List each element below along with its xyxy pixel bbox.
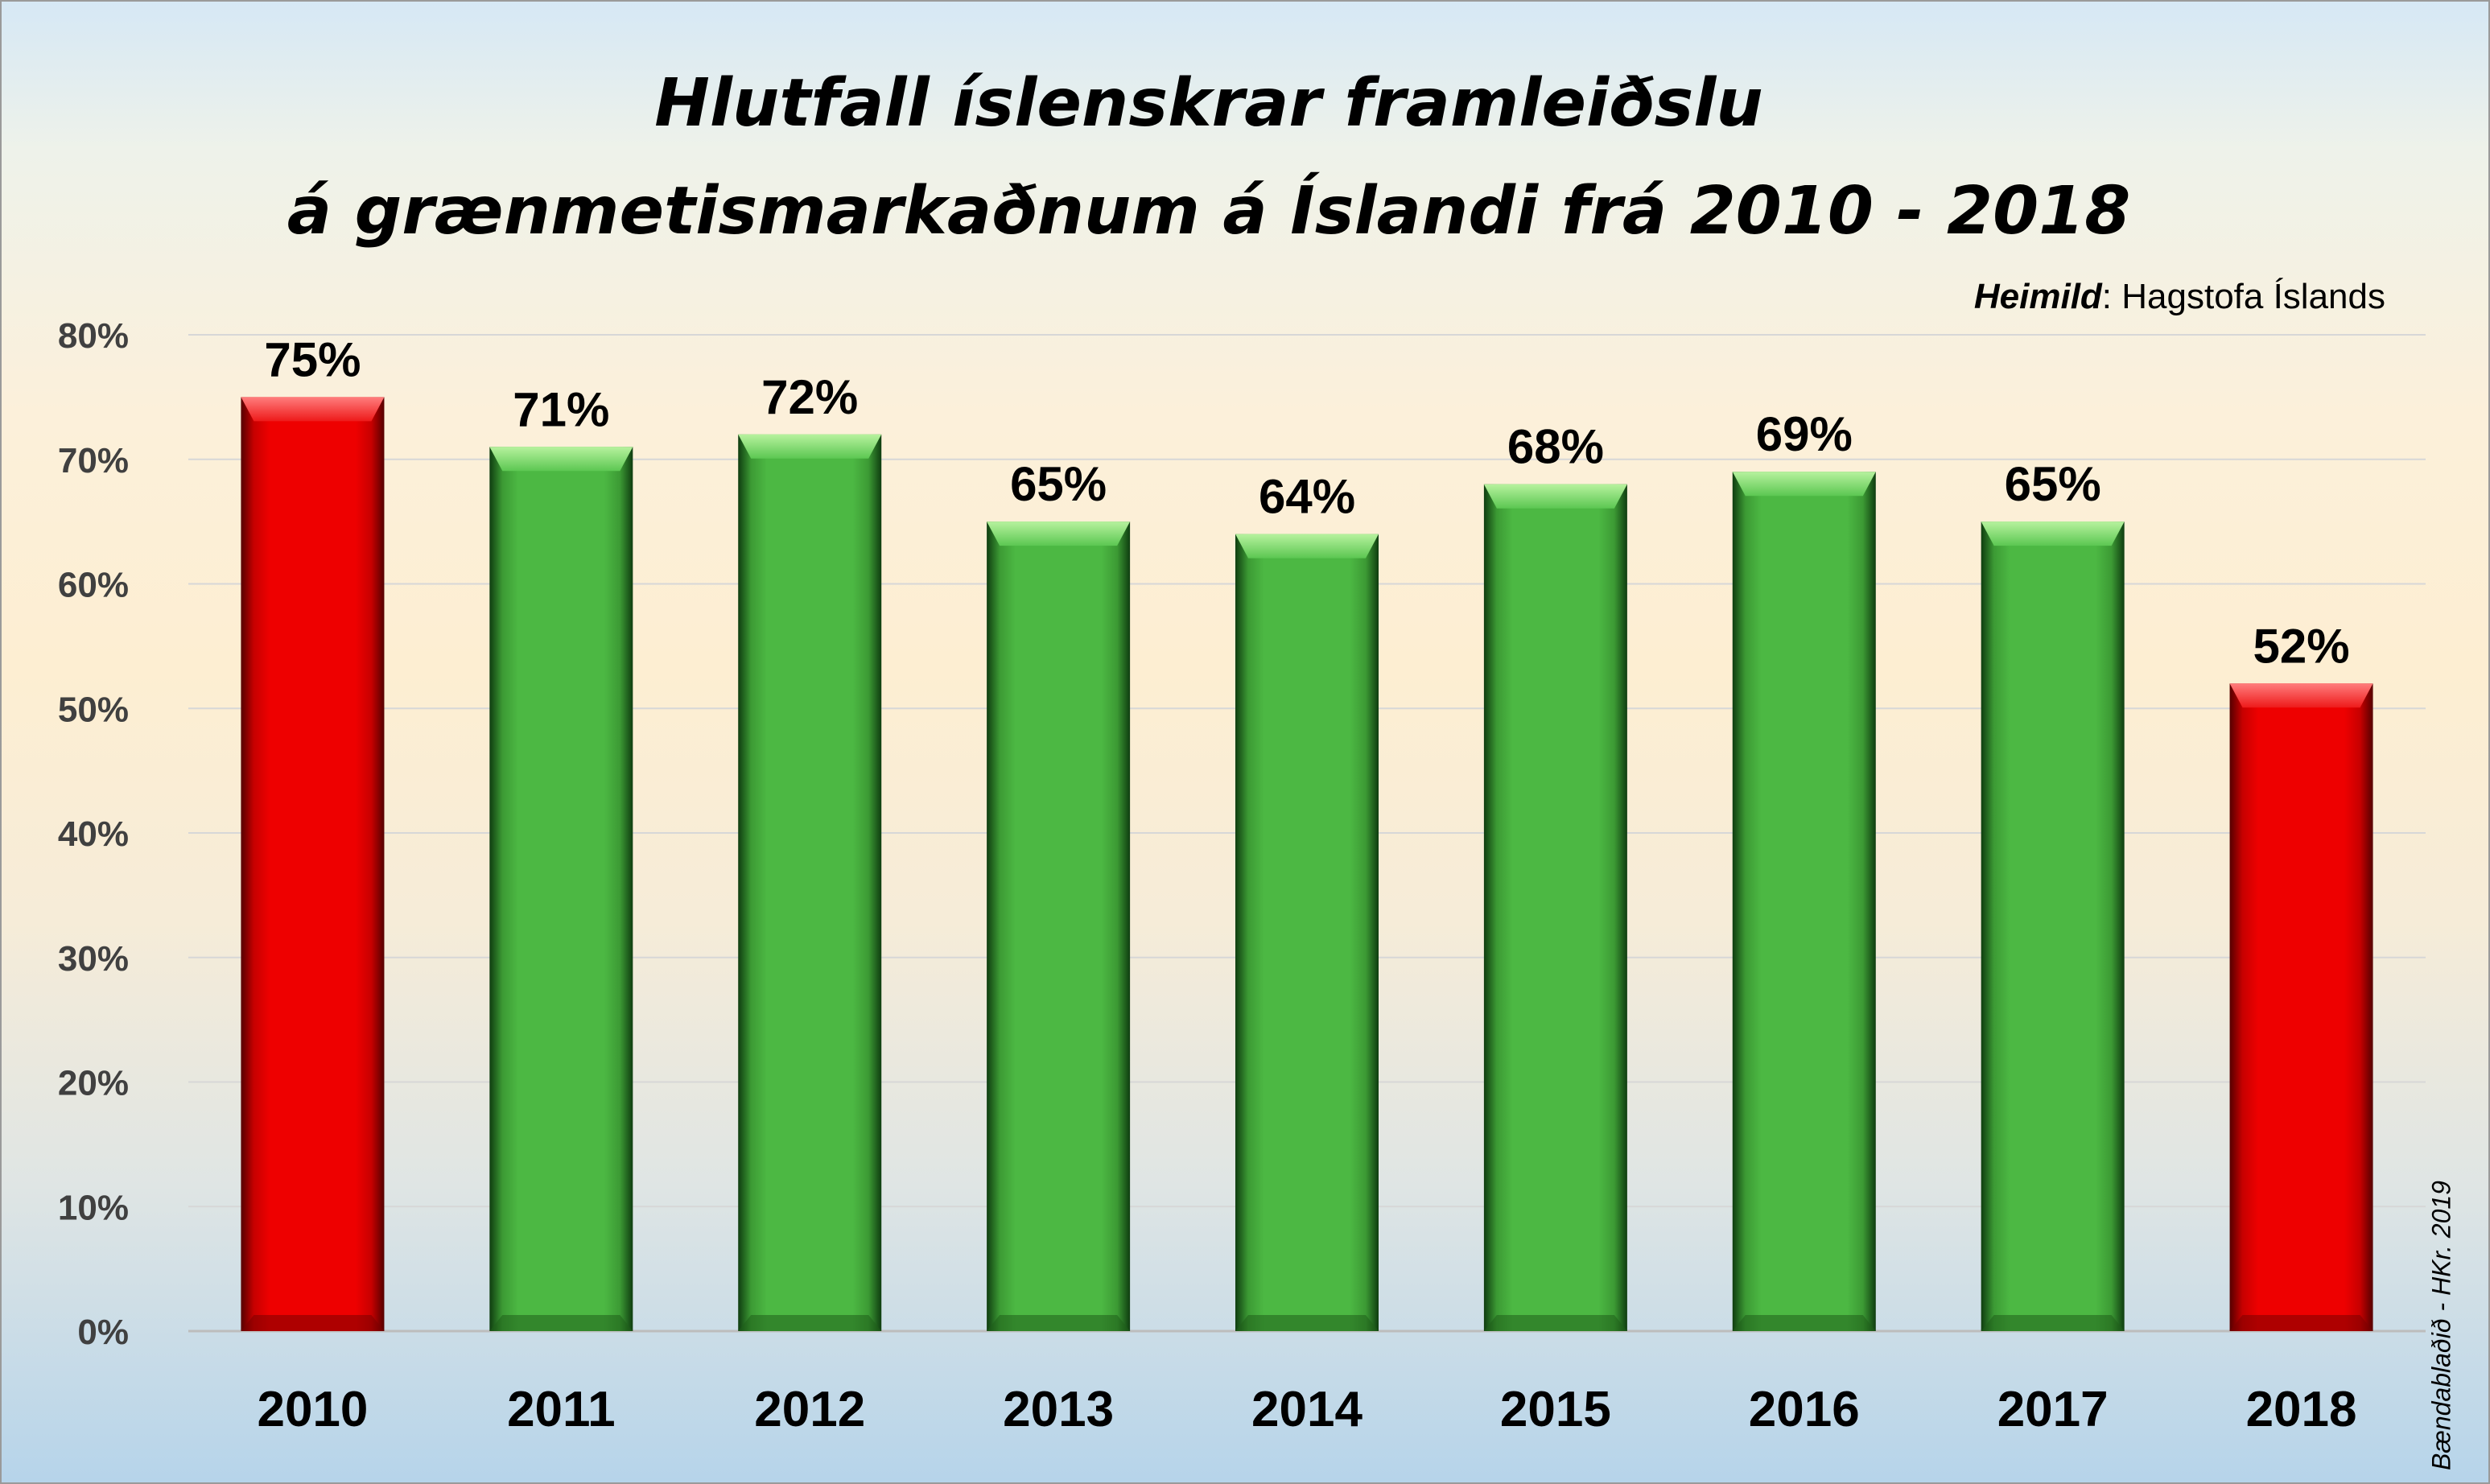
bar-bevel-top: [987, 521, 1131, 546]
x-tick-label-2013: 2013: [1003, 1382, 1114, 1437]
bar-bevel-top: [489, 447, 633, 472]
bar-2013: [987, 521, 1131, 1331]
bar-body: [1483, 484, 1627, 1332]
data-label-2013: 65%: [1010, 457, 1107, 511]
source-text: : Hagstofa Íslands: [2101, 277, 2385, 316]
data-label-2014: 64%: [1259, 470, 1355, 524]
bar-2016: [1732, 472, 1876, 1331]
data-label-2010: 75%: [264, 332, 361, 386]
x-axis-ticks: 2010 2011 2012 2013 2014 2015 2016 2017 2018: [257, 1382, 2356, 1437]
bar-body: [1235, 534, 1379, 1331]
bar-2011: [489, 447, 633, 1331]
bar-body: [2229, 683, 2373, 1331]
bar-bevel-top: [738, 434, 882, 459]
bar-body: [489, 447, 633, 1331]
x-tick-label-2011: 2011: [507, 1382, 616, 1437]
chart-subtitle: á grænmetismarkaðnum á Íslandi frá 2010 …: [287, 173, 2131, 249]
bar-bevel-bottom: [241, 1315, 385, 1331]
y-tick-label: 20%: [58, 1064, 129, 1103]
bar-bevel-bottom: [1235, 1315, 1379, 1331]
data-label-2012: 72%: [761, 370, 858, 424]
chart-title: Hlutfall íslenskrar framleiðslu: [654, 65, 1763, 142]
y-tick-label: 60%: [58, 566, 129, 605]
bar-bevel-top: [1235, 534, 1379, 559]
y-axis-ticks: 0% 10% 20% 30% 40% 50% 60% 70% 80%: [58, 316, 129, 1352]
x-tick-label-2010: 2010: [257, 1382, 368, 1437]
bar-bevel-bottom: [987, 1315, 1131, 1331]
source-note: Heimild: Hagstofa Íslands: [1974, 277, 2385, 317]
data-label-2016: 69%: [1756, 407, 1853, 461]
bar-bevel-bottom: [1732, 1315, 1876, 1331]
data-label-2017: 65%: [2005, 457, 2101, 511]
bar-body: [1732, 472, 1876, 1331]
data-label-2011: 71%: [513, 382, 609, 436]
bar-2014: [1235, 534, 1379, 1331]
x-tick-label-2014: 2014: [1251, 1382, 1362, 1437]
x-tick-label-2015: 2015: [1500, 1382, 1611, 1437]
bar-2018: [2229, 683, 2373, 1331]
bar-2015: [1483, 484, 1627, 1332]
bar-bevel-top: [1732, 472, 1876, 497]
y-tick-label: 40%: [58, 814, 129, 854]
bar-bevel-bottom: [1483, 1315, 1627, 1331]
bar-body: [738, 434, 882, 1331]
bar-bevel-top: [1483, 484, 1627, 509]
data-label-2015: 68%: [1507, 420, 1604, 474]
bar-2017: [1981, 521, 2125, 1331]
data-label-2018: 52%: [2253, 619, 2350, 673]
y-tick-label: 0%: [77, 1313, 129, 1352]
y-tick-label: 10%: [58, 1188, 129, 1227]
y-tick-label: 30%: [58, 939, 129, 979]
bar-bevel-top: [241, 397, 385, 422]
x-tick-label-2018: 2018: [2246, 1382, 2357, 1437]
bar-bevel-bottom: [489, 1315, 633, 1331]
bar-body: [987, 521, 1131, 1331]
source-label: Heimild: [1973, 277, 2102, 316]
x-tick-label-2012: 2012: [754, 1382, 865, 1437]
bar-bevel-top: [1981, 521, 2125, 546]
bar-bevel-top: [2229, 683, 2373, 708]
bar-2012: [738, 434, 882, 1331]
y-tick-label: 80%: [58, 316, 129, 356]
bar-body: [1981, 521, 2125, 1331]
y-tick-label: 70%: [58, 441, 129, 480]
bars: [241, 397, 2373, 1332]
y-tick-label: 50%: [58, 690, 129, 729]
bar-bevel-bottom: [738, 1315, 882, 1331]
bar-bevel-bottom: [1981, 1315, 2125, 1331]
bar-2010: [241, 397, 385, 1331]
x-tick-label-2016: 2016: [1749, 1382, 1860, 1437]
bar-body: [241, 397, 385, 1331]
bar-bevel-bottom: [2229, 1315, 2373, 1331]
data-labels: 75% 71% 72% 65% 64% 68% 69% 65% 52%: [264, 332, 2349, 673]
x-tick-label-2017: 2017: [1997, 1382, 2109, 1437]
